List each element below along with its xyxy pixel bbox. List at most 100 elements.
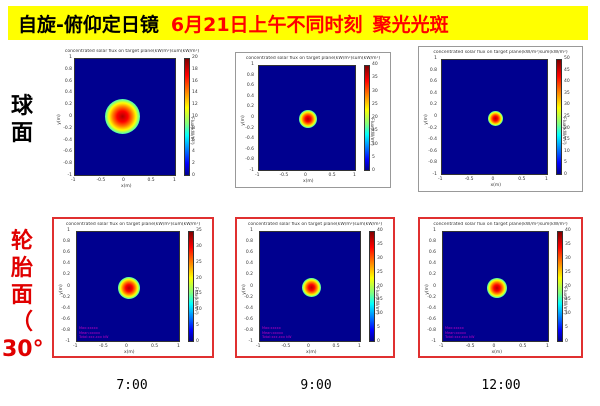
colorbar xyxy=(184,58,190,176)
colorbar-tick-label: 25 xyxy=(196,259,202,265)
y-tick-label: 0.2 xyxy=(428,272,436,278)
y-axis-label: y(m) xyxy=(58,283,64,295)
y-tick-label: -0.2 xyxy=(428,125,437,131)
x-tick-label: 1 xyxy=(546,344,549,349)
y-axis-label: y(m) xyxy=(56,114,62,125)
colorbar xyxy=(556,59,562,175)
colorbar-tick-label: 0 xyxy=(377,339,380,344)
flux-spot xyxy=(299,110,317,128)
panel-title: concentrated solar flux on target plane(… xyxy=(245,56,381,61)
x-axis-label: x(m) xyxy=(491,350,503,355)
x-tick-label: 1 xyxy=(353,173,356,178)
colorbar-label: Flux(kW/m²) xyxy=(369,118,374,146)
heatmap-plot xyxy=(442,231,549,342)
x-tick-label: 0.5 xyxy=(518,177,526,182)
x-tick-label: 0.5 xyxy=(519,344,527,349)
y-tick-label: 0 xyxy=(67,283,70,289)
y-tick-label: 0.6 xyxy=(429,79,437,85)
colorbar-tick-label: 12 xyxy=(192,102,198,108)
colorbar-tick-label: 35 xyxy=(372,75,378,81)
colorbar-tick-label: 40 xyxy=(377,228,383,233)
colorbar-tick-label: 20 xyxy=(565,283,571,289)
row-label-line: 面 xyxy=(10,121,33,146)
x-tick-label: 0 xyxy=(125,344,128,349)
flux-spot xyxy=(488,110,503,126)
y-tick-label: 0.8 xyxy=(245,239,253,245)
y-tick-label: -0.8 xyxy=(427,327,436,333)
y-tick-label: 0 xyxy=(434,114,437,119)
colorbar-tick-label: 40 xyxy=(372,62,378,67)
y-tick-label: 0.4 xyxy=(64,90,72,96)
y-tick-label: 0.6 xyxy=(62,250,70,256)
row-label-spherical: 球 面 xyxy=(2,93,42,147)
y-axis-label: y(m) xyxy=(241,283,247,295)
legend-line: Mean:xxxxx xyxy=(262,330,284,335)
colorbar-tick-label: 15 xyxy=(564,137,570,143)
y-tick-label: 0.8 xyxy=(429,67,437,73)
colorbar-tick-label: 35 xyxy=(196,228,202,233)
colorbar-tick-label: 25 xyxy=(372,101,378,107)
panel-title: concentrated solar flux on target plane(… xyxy=(64,49,200,54)
y-tick-label: -0.6 xyxy=(244,316,253,322)
colorbar xyxy=(369,231,375,342)
y-tick-label: -0.2 xyxy=(61,294,70,300)
colorbar-tick-label: 10 xyxy=(192,114,198,119)
flux-panel: concentrated solar flux on target plane(… xyxy=(235,52,391,188)
colorbar-label: Flux(kW/m²) xyxy=(193,286,198,315)
colorbar-tick-label: 35 xyxy=(565,241,571,247)
time-label-2: 12:00 xyxy=(481,378,521,393)
flux-panel: concentrated solar flux on target plane(… xyxy=(52,46,212,194)
x-tick-label: -1 xyxy=(439,344,444,349)
y-tick-label: -0.2 xyxy=(244,294,253,300)
y-axis-label: y(m) xyxy=(424,283,430,295)
y-tick-label: -0.4 xyxy=(244,305,253,311)
time-label-0: 7:00 xyxy=(116,378,148,393)
row-label-line: 轮 xyxy=(10,229,33,254)
legend-line: Total:xxx.xxx kW xyxy=(445,335,475,339)
panel-title: concentrated solar flux on target plane(… xyxy=(433,50,568,55)
x-tick-label: -1 xyxy=(73,344,78,349)
row-label-line: 面 xyxy=(10,283,33,308)
colorbar-tick-label: 30 xyxy=(565,255,571,261)
y-tick-label: 0.8 xyxy=(62,239,70,245)
x-axis-label: x(m) xyxy=(124,350,135,355)
colorbar-tick-label: 0 xyxy=(372,168,375,173)
flux-panel: concentrated solar flux on target plane(… xyxy=(235,217,395,358)
y-tick-label: 0.4 xyxy=(245,261,253,267)
y-tick-label: 0.6 xyxy=(64,78,72,84)
x-axis-label: x(m) xyxy=(490,183,502,188)
colorbar-label: Flux(kW/m²) xyxy=(562,286,567,315)
colorbar-tick-label: 20 xyxy=(196,275,202,281)
flux-spot xyxy=(301,278,321,297)
colorbar-tick-label: 10 xyxy=(377,311,383,317)
y-tick-label: -0.8 xyxy=(245,157,254,163)
row-label-line: 30° xyxy=(2,337,44,362)
y-tick-label: 1 xyxy=(433,228,436,233)
colorbar-tick-label: 8 xyxy=(192,125,195,131)
y-tick-label: 1 xyxy=(69,55,72,60)
y-tick-label: 0.2 xyxy=(62,272,70,278)
y-tick-label: 0 xyxy=(69,114,72,119)
x-tick-label: 0.5 xyxy=(147,178,155,183)
x-tick-label: 0.5 xyxy=(332,344,340,349)
colorbar xyxy=(364,65,370,171)
y-tick-label: 0.2 xyxy=(246,104,254,110)
y-tick-label: 0.2 xyxy=(429,102,437,108)
y-tick-label: -1 xyxy=(65,339,71,344)
x-tick-label: -0.5 xyxy=(281,344,291,349)
x-tick-label: -0.5 xyxy=(465,344,475,349)
colorbar-tick-label: 20 xyxy=(564,125,570,131)
legend-line: Total:xxx.xxx kW xyxy=(79,335,109,339)
colorbar-tick-label: 25 xyxy=(564,114,570,119)
y-tick-label: 0 xyxy=(250,283,253,289)
colorbar-tick-label: 18 xyxy=(192,66,198,72)
y-tick-label: -0.8 xyxy=(428,160,437,166)
panel-title: concentrated solar flux on target plane(… xyxy=(433,222,568,227)
y-tick-label: -1 xyxy=(67,173,73,178)
y-tick-label: -0.2 xyxy=(427,294,436,300)
colorbar xyxy=(188,231,194,342)
colorbar-tick-label: 0 xyxy=(196,339,199,344)
x-tick-label: -1 xyxy=(71,178,76,183)
x-tick-label: 0 xyxy=(492,344,496,349)
colorbar-tick-label: 20 xyxy=(377,283,383,289)
